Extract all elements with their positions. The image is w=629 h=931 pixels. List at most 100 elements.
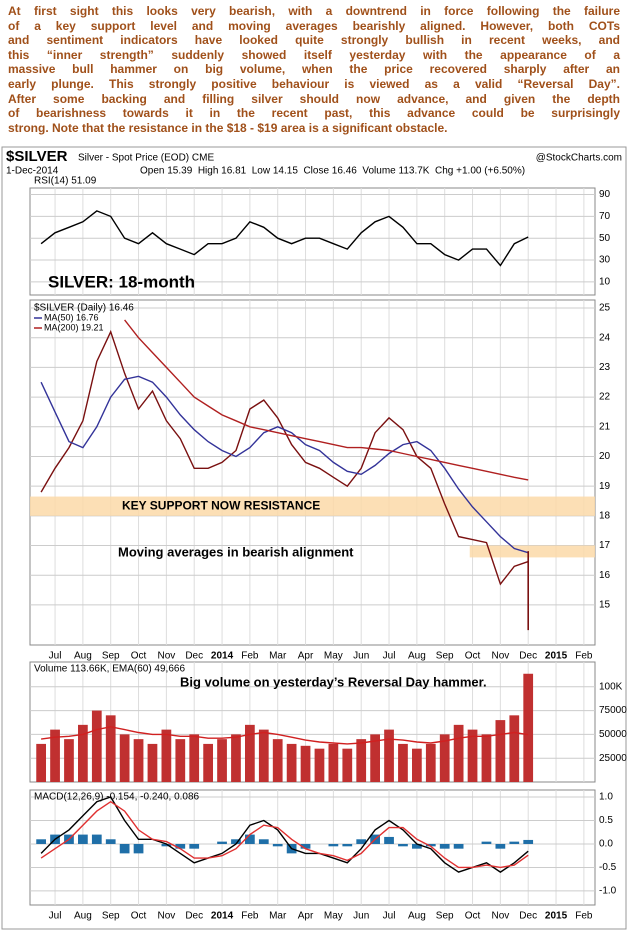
security-name: Silver - Spot Price (EOD) CME xyxy=(78,153,214,164)
bar xyxy=(133,739,144,782)
source: @StockCharts.com xyxy=(536,153,622,164)
x-tick-label: 2014 xyxy=(211,911,234,922)
bar xyxy=(314,748,325,782)
bar xyxy=(328,743,339,782)
bar xyxy=(217,841,227,844)
bar xyxy=(91,710,102,782)
y-tick-label: 25 xyxy=(599,303,611,314)
bar xyxy=(91,834,102,844)
x-tick-label: Jul xyxy=(383,651,396,662)
y-tick-label: 75000 xyxy=(599,705,627,716)
bar xyxy=(439,843,450,849)
bar xyxy=(523,839,534,844)
x-tick-label: Dec xyxy=(185,651,203,662)
bar xyxy=(495,720,506,782)
bar xyxy=(425,743,436,782)
bar xyxy=(203,743,213,782)
panel-title: RSI(14) 51.09 xyxy=(34,176,97,187)
panel-title: Volume 113.66K, EMA(60) 49,666 xyxy=(34,664,185,675)
bar xyxy=(175,739,186,782)
line-series xyxy=(40,210,529,267)
x-tick-label: 2015 xyxy=(545,651,568,662)
symbol: $SILVER xyxy=(6,148,68,165)
bar xyxy=(495,843,506,849)
y-tick-label: 10 xyxy=(599,277,611,288)
bar xyxy=(36,743,47,782)
bar xyxy=(481,841,492,844)
commentary-line: of a key support level and moving averag… xyxy=(8,18,620,33)
x-tick-label: Apr xyxy=(298,651,314,662)
x-tick-label: 2014 xyxy=(211,651,234,662)
x-tick-label: Oct xyxy=(131,651,147,662)
bar xyxy=(217,739,227,782)
x-tick-label: Feb xyxy=(575,651,593,662)
x-tick-label: Mar xyxy=(269,911,287,922)
bar xyxy=(189,734,200,782)
bar xyxy=(36,839,47,844)
bar xyxy=(509,715,520,782)
bar xyxy=(370,734,380,782)
x-tick-label: Dec xyxy=(519,651,537,662)
commentary-line: After some backing and filling silver sh… xyxy=(8,91,620,106)
commentary-line: of bearishness towards it in the recent … xyxy=(8,106,620,121)
line-series xyxy=(40,796,529,873)
y-tick-label: 21 xyxy=(599,421,611,432)
bar xyxy=(300,843,311,849)
bar xyxy=(342,843,353,847)
x-tick-label: Nov xyxy=(491,651,509,662)
bar xyxy=(300,745,311,782)
x-tick-label: Feb xyxy=(575,911,593,922)
bar xyxy=(412,748,422,782)
bar xyxy=(161,729,172,782)
bar xyxy=(175,843,186,849)
x-tick-label: Sep xyxy=(436,911,454,922)
bar xyxy=(412,843,422,849)
x-tick-label: Nov xyxy=(157,651,175,662)
commentary-line: strong. Note that the resistance in the … xyxy=(8,120,448,135)
bar xyxy=(189,843,200,849)
bar xyxy=(467,729,478,782)
x-tick-label: Dec xyxy=(519,911,537,922)
x-tick-label: Feb xyxy=(241,651,259,662)
y-tick-label: -1.0 xyxy=(599,886,617,897)
x-tick-label: Jul xyxy=(383,911,396,922)
x-tick-label: Aug xyxy=(74,911,92,922)
y-tick-label: 30 xyxy=(599,255,611,266)
panel-title: MACD(12,26,9) -0.154, -0.240, 0.086 xyxy=(34,792,200,803)
bar xyxy=(509,841,520,844)
x-tick-label: Oct xyxy=(465,651,481,662)
x-tick-label: Nov xyxy=(157,911,175,922)
chart-frame xyxy=(1,146,627,930)
bar xyxy=(231,839,241,844)
support-band xyxy=(30,496,595,516)
bar xyxy=(425,843,436,847)
y-tick-label: 0.5 xyxy=(599,815,613,826)
x-tick-label: Jun xyxy=(353,651,369,662)
bar xyxy=(119,843,130,854)
y-tick-label: 24 xyxy=(599,332,611,343)
x-tick-label: Mar xyxy=(269,651,287,662)
bar xyxy=(231,734,241,782)
y-tick-label: 100K xyxy=(599,681,623,692)
date: 1-Dec-2014 xyxy=(6,166,59,177)
bar xyxy=(78,834,88,844)
bar xyxy=(453,724,464,782)
panel-title: $SILVER (Daily) 16.46 xyxy=(34,303,134,314)
line-series xyxy=(41,726,529,745)
bar xyxy=(272,843,283,847)
x-tick-label: Sep xyxy=(102,911,120,922)
bar xyxy=(523,673,534,782)
bar xyxy=(286,743,297,782)
bar xyxy=(50,729,60,782)
y-tick-label: 20 xyxy=(599,451,611,462)
commentary-line: and sentiment indicators have looked qui… xyxy=(8,33,620,48)
bar xyxy=(245,834,255,844)
x-tick-label: 2015 xyxy=(545,911,568,922)
annotation: Big volume on yesterday’s Reversal Day h… xyxy=(180,674,487,689)
bar xyxy=(342,748,353,782)
bar xyxy=(133,843,144,854)
y-tick-label: 25000 xyxy=(599,753,627,764)
x-tick-label: Aug xyxy=(408,911,426,922)
